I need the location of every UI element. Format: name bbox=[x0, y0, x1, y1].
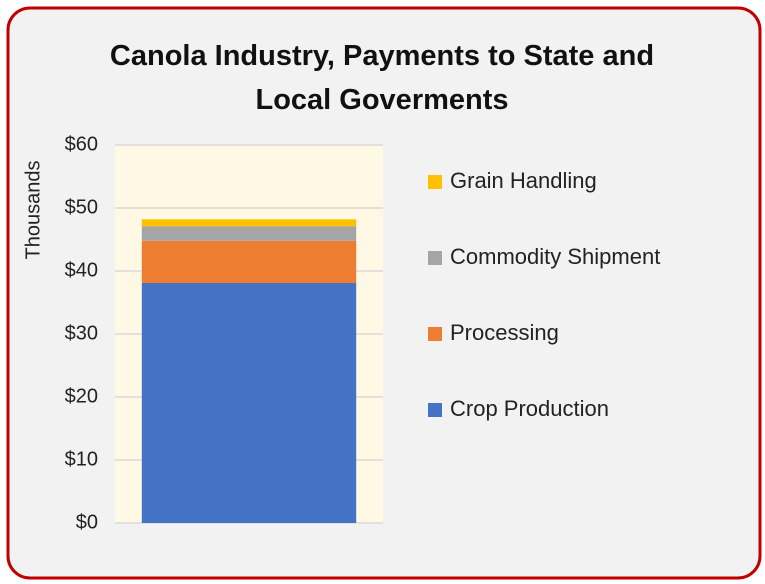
chart-title: Canola Industry, Payments to State and L… bbox=[109, 40, 655, 116]
y-tick-label: $40 bbox=[65, 259, 98, 281]
legend-swatch bbox=[428, 175, 442, 189]
bar-segment bbox=[141, 226, 357, 241]
legend-label: Processing bbox=[450, 320, 559, 345]
bar-segment bbox=[141, 240, 357, 283]
legend-swatch bbox=[428, 251, 442, 265]
y-tick-label: $20 bbox=[65, 385, 98, 407]
y-tick-label: $0 bbox=[76, 511, 98, 533]
y-tick-label: $60 bbox=[65, 133, 98, 155]
y-tick-label: $50 bbox=[65, 196, 98, 218]
bar-segment bbox=[141, 219, 357, 227]
legend-label: Grain Handling bbox=[450, 168, 597, 193]
bar-segment bbox=[141, 282, 357, 523]
legend-label: Crop Production bbox=[450, 396, 609, 421]
legend-swatch bbox=[428, 327, 442, 341]
y-tick-label: $10 bbox=[65, 448, 98, 470]
y-axis-label: Thousands bbox=[22, 161, 44, 260]
legend-label: Commodity Shipment bbox=[450, 244, 660, 269]
legend-swatch bbox=[428, 403, 442, 417]
y-tick-label: $30 bbox=[65, 322, 98, 344]
